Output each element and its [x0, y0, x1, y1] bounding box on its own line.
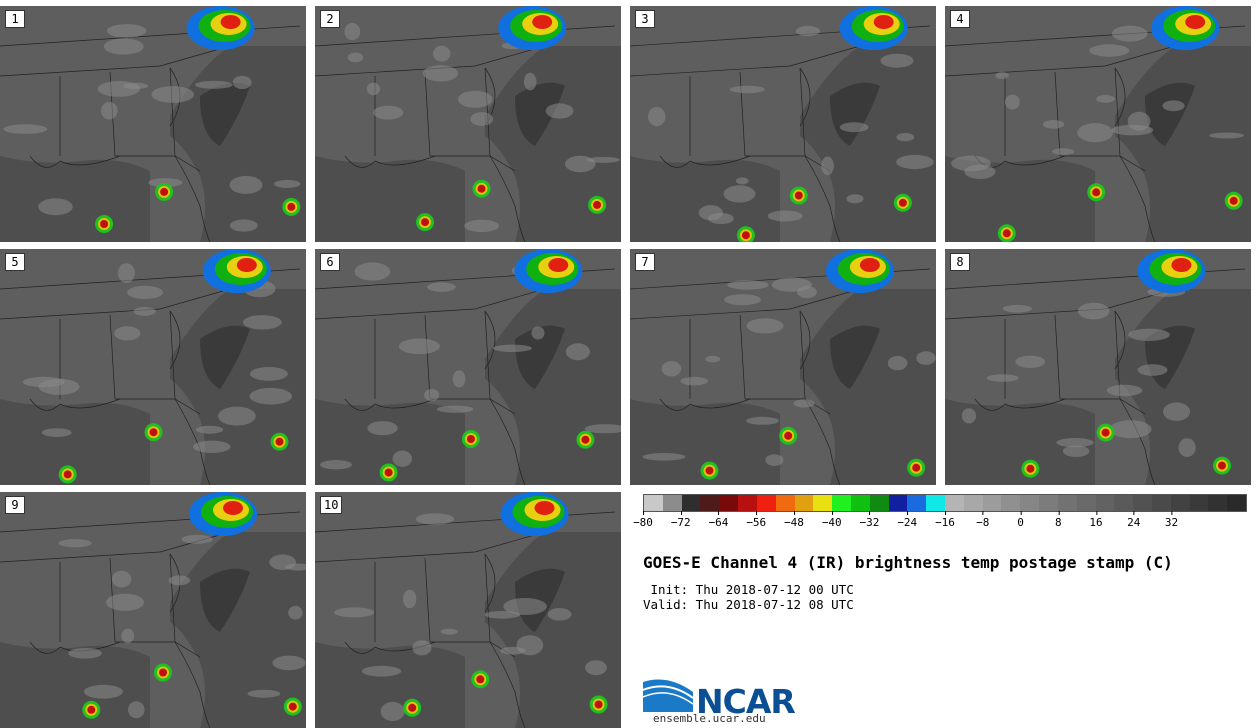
- colorbar-swatch: [1151, 495, 1171, 511]
- colorbar-swatch: [719, 495, 739, 511]
- colorbar-swatch: [775, 495, 795, 511]
- map-panel: 5: [0, 249, 306, 485]
- colorbar-tick: −8: [976, 511, 989, 529]
- panel-number: 6: [320, 253, 340, 271]
- colorbar-tick: 32: [1165, 511, 1178, 529]
- colorbar-swatch: [794, 495, 814, 511]
- colorbar-swatch: [681, 495, 701, 511]
- colorbar-swatch: [869, 495, 889, 511]
- colorbar-tick: −24: [897, 511, 917, 529]
- colorbar-tick: −32: [860, 511, 879, 529]
- colorbar-swatch: [1095, 495, 1115, 511]
- colorbar-tick: 8: [1055, 511, 1062, 529]
- ncar-logo-icon: [643, 679, 694, 712]
- colorbar-tick: −16: [935, 511, 955, 529]
- panel-number: 3: [635, 10, 655, 28]
- colorbar-tick: 24: [1127, 511, 1140, 529]
- panel-number: 10: [320, 496, 343, 514]
- panel-number: 5: [5, 253, 25, 271]
- colorbar-swatch: [888, 495, 908, 511]
- colorbar-swatch: [700, 495, 720, 511]
- panel-number: 4: [950, 10, 970, 28]
- colorbar-swatch: [963, 495, 983, 511]
- colorbar-swatch: [1227, 495, 1246, 511]
- colorbar-swatch: [1114, 495, 1134, 511]
- map-panel: 7: [630, 249, 936, 485]
- colorbar-tick: −56: [746, 511, 766, 529]
- map-panel: 2: [315, 6, 621, 242]
- map-panel: 9: [0, 492, 306, 728]
- colorbar-swatch: [945, 495, 964, 511]
- colorbar-tick: −64: [709, 511, 728, 529]
- colorbar-ticks: −80 −72 −64 −56 −48 −40 −32 −24 −16 −8 0 8 16 24 32: [633, 511, 1247, 532]
- colorbar-tick: −80: [633, 511, 653, 529]
- colorbar-swatch: [1170, 495, 1190, 511]
- colorbar-swatch: [832, 495, 851, 511]
- map-panel: 1: [0, 6, 306, 242]
- colorbar-swatch: [907, 495, 927, 511]
- colorbar-tick: 16: [1089, 511, 1103, 529]
- panel-number: 7: [635, 253, 655, 271]
- ncar-logo-text: NCAR: [696, 682, 796, 721]
- colorbar-swatch: [662, 495, 682, 511]
- colorbar-tick: 0: [1017, 511, 1024, 529]
- colorbar-swatch: [1039, 495, 1058, 511]
- colorbar-swatch: [1133, 495, 1152, 511]
- colorbar-swatch: [982, 495, 1002, 511]
- colorbar-swatch: [644, 495, 663, 511]
- panel-number: 8: [950, 253, 970, 271]
- colorbar-swatch: [813, 495, 833, 511]
- map-panel: 10: [315, 492, 621, 728]
- colorbar-swatch: [1189, 495, 1209, 511]
- valid-time: Valid: Thu 2018-07-12 08 UTC: [643, 597, 854, 612]
- map-panel: 6: [315, 249, 621, 485]
- colorbar-swatch: [1020, 495, 1040, 511]
- colorbar-tick: −72: [671, 511, 691, 529]
- colorbar: [643, 494, 1247, 512]
- colorbar-swatch: [1208, 495, 1228, 511]
- panel-number: 1: [5, 10, 25, 28]
- colorbar-swatch: [738, 495, 757, 511]
- map-panel: 4: [945, 6, 1251, 242]
- colorbar-swatch: [1001, 495, 1021, 511]
- page-title: GOES-E Channel 4 (IR) brightness temp po…: [643, 553, 1173, 572]
- panel-number: 9: [5, 496, 25, 514]
- site-url: ensemble.ucar.edu: [653, 712, 766, 725]
- panel-number: 2: [320, 10, 340, 28]
- map-panel: 8: [945, 249, 1251, 485]
- colorbar-tick: −48: [784, 511, 804, 529]
- map-panel: 3: [630, 6, 936, 242]
- init-time: Init: Thu 2018-07-12 00 UTC: [643, 582, 854, 597]
- colorbar-swatch: [850, 495, 870, 511]
- colorbar-tick: −40: [822, 511, 842, 529]
- colorbar-swatch: [926, 495, 945, 511]
- colorbar-swatch: [1076, 495, 1096, 511]
- colorbar-swatch: [1057, 495, 1077, 511]
- colorbar-swatch: [756, 495, 776, 511]
